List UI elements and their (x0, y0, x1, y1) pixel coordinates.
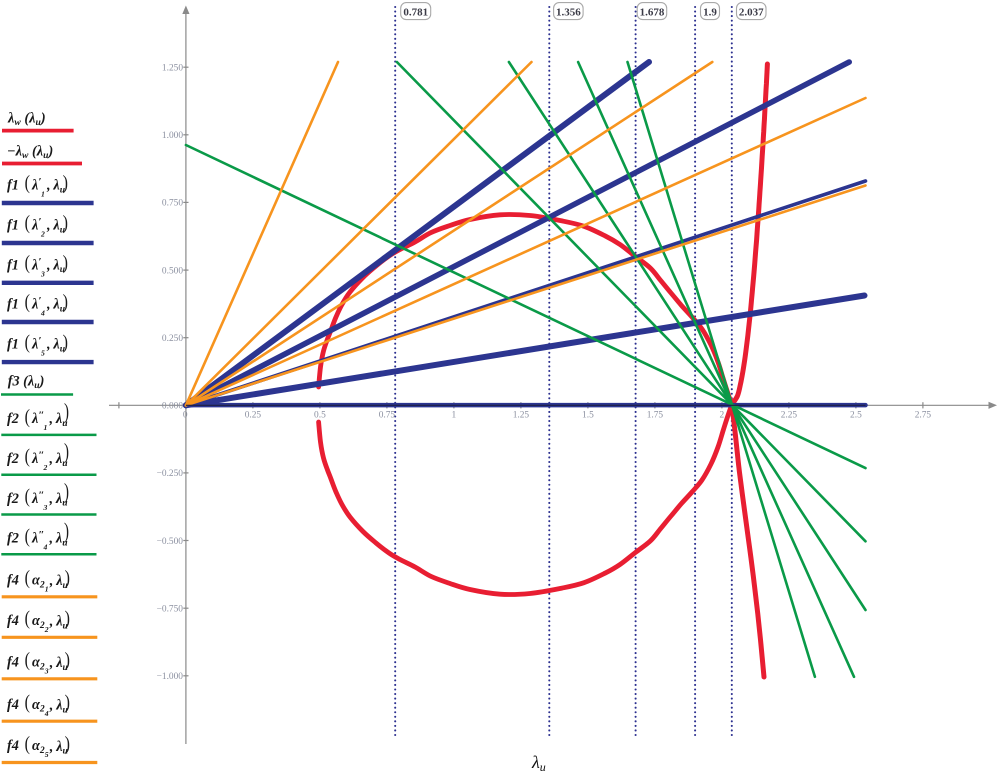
svg-text:f3 (λu): f3 (λu) (8, 373, 45, 391)
svg-text:f2: f2 (7, 451, 19, 467)
svg-text:): ) (65, 607, 70, 630)
svg-text:−1.000: −1.000 (157, 672, 184, 682)
svg-text:(: ( (25, 691, 30, 714)
svg-text:2: 2 (720, 411, 725, 421)
svg-text:α22 , λu: α22 , λu (32, 613, 69, 634)
svg-text:): ) (63, 211, 68, 234)
svg-text:f2: f2 (7, 411, 19, 427)
svg-text:2.75: 2.75 (915, 411, 932, 421)
svg-text:): ) (65, 566, 70, 589)
svg-text:f4: f4 (7, 613, 19, 629)
svg-text:0.5: 0.5 (314, 411, 326, 421)
svg-text:(: ( (25, 211, 30, 234)
svg-text:0.250: 0.250 (162, 334, 183, 344)
svg-text:(: ( (25, 290, 30, 313)
svg-text:): ) (64, 519, 69, 544)
svg-text:): ) (63, 171, 68, 194)
svg-text:(: ( (25, 331, 30, 354)
svg-text:2.5: 2.5 (850, 411, 862, 421)
svg-text:f4: f4 (7, 573, 19, 589)
svg-text:1.356: 1.356 (556, 6, 581, 18)
svg-text:1.75: 1.75 (647, 411, 664, 421)
svg-text:(: ( (25, 732, 30, 755)
svg-text:0.000: 0.000 (162, 402, 183, 412)
svg-text:): ) (64, 440, 69, 465)
svg-text:): ) (65, 691, 70, 714)
svg-text:−λw (λu): −λw (λu) (7, 143, 53, 161)
svg-text:0.75: 0.75 (379, 411, 396, 421)
svg-text:f1: f1 (7, 178, 19, 194)
svg-text:): ) (63, 290, 68, 313)
svg-text:α24 , λu: α24 , λu (32, 697, 69, 718)
svg-text:1: 1 (452, 411, 457, 421)
svg-text:): ) (65, 732, 70, 755)
svg-text:0.750: 0.750 (162, 199, 183, 209)
svg-text:): ) (64, 479, 69, 504)
svg-text:f1: f1 (7, 218, 19, 234)
svg-text:0: 0 (183, 411, 188, 421)
svg-text:(: ( (25, 405, 30, 428)
svg-text:): ) (65, 648, 70, 671)
svg-text:−0.500: −0.500 (157, 537, 184, 547)
svg-text:λ′5 , λu: λ′5 , λu (31, 335, 66, 358)
svg-text:f4: f4 (7, 697, 19, 713)
svg-text:(: ( (25, 171, 30, 194)
svg-text:(: ( (25, 648, 30, 671)
svg-text:−0.250: −0.250 (157, 469, 184, 479)
svg-text:): ) (64, 400, 69, 425)
svg-text:0.25: 0.25 (245, 411, 262, 421)
svg-text:2.25: 2.25 (781, 411, 798, 421)
svg-text:(: ( (25, 445, 30, 468)
svg-text:1.678: 1.678 (640, 6, 665, 18)
svg-text:f2: f2 (7, 531, 19, 547)
svg-text:1.250: 1.250 (162, 64, 183, 74)
svg-text:(: ( (25, 525, 30, 548)
svg-text:f4: f4 (7, 738, 19, 754)
svg-text:2.037: 2.037 (739, 6, 764, 18)
svg-text:f1: f1 (7, 337, 19, 353)
svg-text:(: ( (25, 607, 30, 630)
svg-text:1.5: 1.5 (582, 411, 594, 421)
svg-text:(: ( (25, 566, 30, 589)
svg-text:f1: f1 (7, 297, 19, 313)
svg-text:0.781: 0.781 (403, 6, 428, 18)
svg-text:0.500: 0.500 (162, 266, 183, 276)
svg-text:(: ( (25, 251, 30, 274)
svg-text:−0.750: −0.750 (157, 605, 184, 615)
svg-text:1.000: 1.000 (162, 131, 183, 141)
svg-text:1.9: 1.9 (703, 6, 717, 18)
svg-text:f2: f2 (7, 491, 19, 507)
svg-text:): ) (63, 251, 68, 274)
svg-text:1.25: 1.25 (513, 411, 530, 421)
svg-text:f4: f4 (7, 655, 19, 671)
svg-text:f1: f1 (7, 257, 19, 273)
svg-text:): ) (63, 331, 68, 354)
svg-text:(: ( (25, 485, 30, 508)
